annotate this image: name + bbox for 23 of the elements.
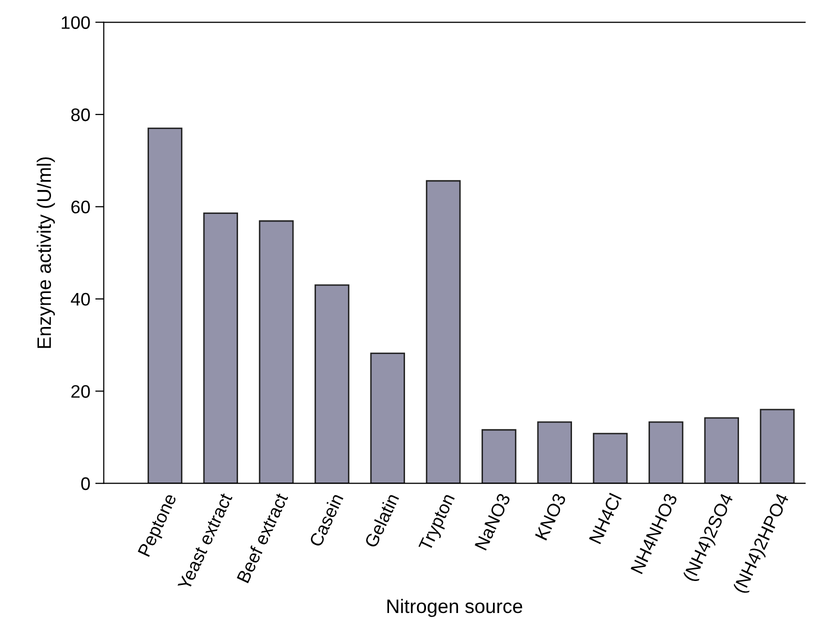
- bar: [426, 180, 461, 484]
- y-tick-label: 60: [71, 200, 90, 214]
- bar: [370, 352, 406, 484]
- bar: [760, 408, 795, 484]
- bar: [648, 421, 684, 484]
- bar: [592, 432, 628, 484]
- bar: [537, 421, 572, 484]
- bar: [203, 212, 238, 484]
- x-axis-title: Nitrogen source: [387, 598, 522, 618]
- x-tick-label: Beef extract: [236, 492, 288, 584]
- bar: [148, 128, 182, 484]
- y-tick-label: 20: [71, 385, 90, 398]
- bar: [314, 284, 350, 484]
- y-tick-label: 80: [71, 108, 90, 122]
- y-axis-title: Enzyme activity (U/ml): [36, 157, 55, 348]
- x-tick-label: KNO3: [534, 492, 566, 541]
- bar: [482, 429, 516, 484]
- y-tick-label: 0: [81, 477, 90, 490]
- x-tick-label: Yeast extract: [178, 492, 233, 591]
- y-tick-label: 40: [70, 292, 90, 306]
- bar: [258, 220, 294, 484]
- bar: [704, 417, 739, 484]
- y-tick-label: 100: [62, 16, 90, 29]
